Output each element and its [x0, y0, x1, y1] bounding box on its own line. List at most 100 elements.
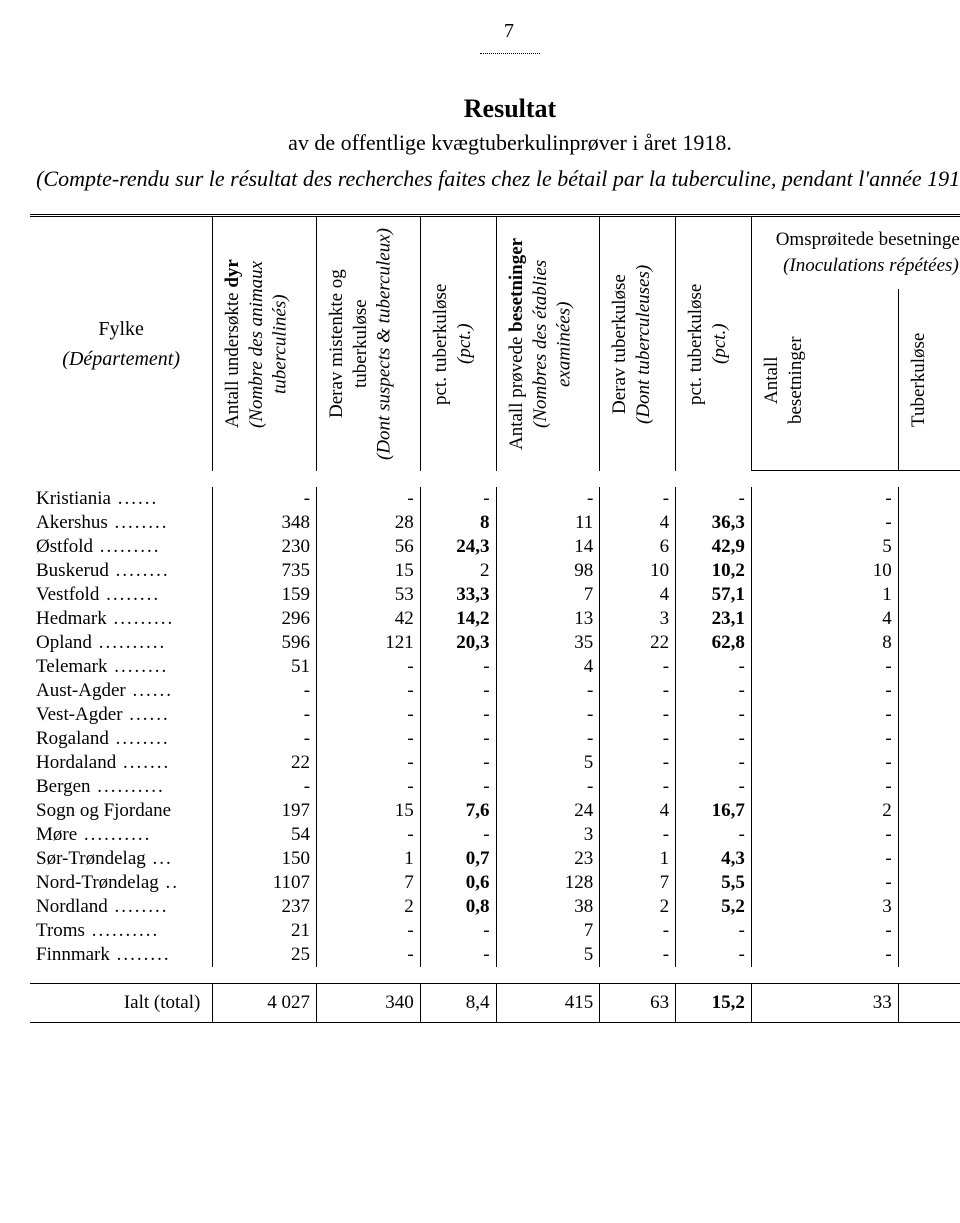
- cell-c4: 7: [496, 919, 600, 943]
- cell-c6: -: [676, 751, 752, 775]
- cell-c1: 1107: [213, 871, 317, 895]
- cell-c1: -: [213, 703, 317, 727]
- total-c8: 12: [898, 984, 960, 1023]
- group-label-fr: (Inoculations répétées): [783, 255, 959, 276]
- cell-c2: 1: [317, 847, 421, 871]
- cell-c4: 23: [496, 847, 600, 871]
- cell-c6: 10,2: [676, 559, 752, 583]
- cell-c6: -: [676, 919, 752, 943]
- cell-c5: -: [600, 943, 676, 967]
- th-pct2-no: pct. tuberkuløse: [685, 283, 706, 404]
- col-header-pct1: pct. tuberkuløse (pct.): [420, 215, 496, 471]
- table-row: Troms ..........21--7----: [30, 919, 960, 943]
- cell-c8: -: [898, 871, 960, 895]
- cell-c6: 36,3: [676, 511, 752, 535]
- cell-c4: 4: [496, 655, 600, 679]
- col-header-repeat-count: Antall besetninger: [751, 289, 898, 471]
- cell-c5: 3: [600, 607, 676, 631]
- cell-c7: -: [751, 751, 898, 775]
- cell-c4: 7: [496, 583, 600, 607]
- cell-c6: -: [676, 703, 752, 727]
- cell-c1: 237: [213, 895, 317, 919]
- cell-c8: -: [898, 847, 960, 871]
- row-name: Bergen ..........: [30, 775, 213, 799]
- th-tubherds-no: Derav tuberkuløse: [609, 274, 630, 414]
- results-table: Fylke (Département) Antall undersøkte dy…: [30, 214, 960, 1024]
- cell-c4: 38: [496, 895, 600, 919]
- row-name: Møre ..........: [30, 823, 213, 847]
- leader-dots: ...: [146, 848, 173, 869]
- cell-c5: -: [600, 751, 676, 775]
- fylke-label-fr: (Département): [62, 348, 180, 370]
- cell-c6: 5,2: [676, 895, 752, 919]
- cell-c5: -: [600, 919, 676, 943]
- table-row: Sør-Trøndelag ...15010,72314,3--: [30, 847, 960, 871]
- cell-c2: -: [317, 919, 421, 943]
- leader-dots: ........: [109, 728, 170, 749]
- cell-c7: 8: [751, 631, 898, 655]
- cell-c3: 33,3: [420, 583, 496, 607]
- row-name: Hordaland .......: [30, 751, 213, 775]
- cell-c2: 7: [317, 871, 421, 895]
- cell-c2: 53: [317, 583, 421, 607]
- th-suspects-fr: (Dont suspects & tuberculeux): [374, 228, 395, 460]
- cell-c1: -: [213, 775, 317, 799]
- total-c2: 340: [317, 984, 421, 1023]
- th-suspects-no: Derav mistenkte og tuberkuløse: [326, 269, 371, 418]
- cell-c5: -: [600, 655, 676, 679]
- cell-c6: -: [676, 823, 752, 847]
- cell-c3: 0,8: [420, 895, 496, 919]
- leader-dots: ..: [159, 872, 179, 893]
- table-row: Vestfold ........1595333,37457,11-: [30, 583, 960, 607]
- th-herds-no-a: Antall prøvede: [506, 332, 527, 450]
- cell-c1: -: [213, 487, 317, 511]
- cell-c2: -: [317, 943, 421, 967]
- table-row: Finnmark ........25--5----: [30, 943, 960, 967]
- cell-c7: -: [751, 703, 898, 727]
- cell-c8: -: [898, 487, 960, 511]
- th-tubherds-fr: (Dont tuberculeuses): [633, 264, 654, 423]
- table-row: Vest-Agder ......--------: [30, 703, 960, 727]
- cell-c6: 16,7: [676, 799, 752, 823]
- cell-c8: -: [898, 511, 960, 535]
- table-row: Nord-Trøndelag ..110770,612875,5--: [30, 871, 960, 895]
- row-name: Telemark ........: [30, 655, 213, 679]
- cell-c4: 5: [496, 943, 600, 967]
- leader-dots: ..........: [91, 776, 165, 797]
- cell-c8: -: [898, 583, 960, 607]
- cell-c1: 348: [213, 511, 317, 535]
- subtitle-norwegian: av de offentlige kvægtuberkulinprøver i …: [30, 130, 960, 156]
- cell-c6: 23,1: [676, 607, 752, 631]
- cell-c3: 0,7: [420, 847, 496, 871]
- leader-dots: ..........: [77, 824, 151, 845]
- cell-c5: -: [600, 679, 676, 703]
- th-repeat-tub: Tuberkuløse: [908, 333, 929, 427]
- leader-dots: ......: [111, 488, 158, 509]
- leader-dots: ........: [107, 656, 168, 677]
- cell-c3: -: [420, 751, 496, 775]
- cell-c3: -: [420, 655, 496, 679]
- table-row: Buskerud ........735152981010,2101: [30, 559, 960, 583]
- cell-c5: 4: [600, 511, 676, 535]
- leader-dots: .........: [107, 608, 175, 629]
- cell-c7: -: [751, 775, 898, 799]
- cell-c3: 20,3: [420, 631, 496, 655]
- cell-c7: 4: [751, 607, 898, 631]
- row-name: Opland ..........: [30, 631, 213, 655]
- cell-c4: -: [496, 487, 600, 511]
- row-name: Sogn og Fjordane: [30, 799, 213, 823]
- total-c3: 8,4: [420, 984, 496, 1023]
- total-c4: 415: [496, 984, 600, 1023]
- cell-c8: -: [898, 655, 960, 679]
- cell-c1: 25: [213, 943, 317, 967]
- cell-c4: -: [496, 703, 600, 727]
- cell-c8: -: [898, 919, 960, 943]
- col-header-repeat-tub: Tuberkuløse: [898, 289, 960, 471]
- cell-c8: 1: [898, 799, 960, 823]
- leader-dots: ..........: [85, 920, 159, 941]
- cell-c7: 2: [751, 799, 898, 823]
- cell-c1: 54: [213, 823, 317, 847]
- cell-c4: -: [496, 727, 600, 751]
- cell-c3: -: [420, 679, 496, 703]
- cell-c5: 4: [600, 799, 676, 823]
